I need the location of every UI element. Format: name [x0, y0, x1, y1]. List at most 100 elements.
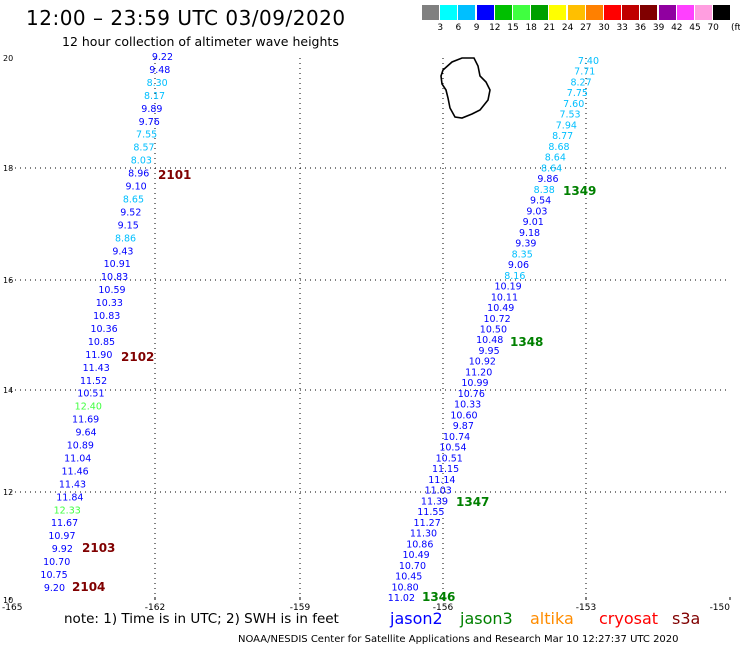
swh-label-left-track: 10.83 [101, 272, 128, 283]
swh-label-right-track: 10.48 [476, 335, 503, 346]
satellite-legend-item-s3a: s3a [672, 609, 701, 628]
swh-label-right-track: 9.86 [537, 174, 558, 185]
swh-label-right-track: 10.33 [454, 400, 481, 411]
swh-label-right-track: 11.55 [417, 507, 444, 518]
swh-label-left-track: 12.40 [75, 402, 102, 413]
swh-label-right-track: 9.03 [526, 206, 547, 217]
pass-time-label: 1347 [456, 495, 489, 509]
x-tick-label: -153 [576, 603, 596, 613]
satellite-legend-item-altika: altika [530, 609, 574, 628]
swh-label-right-track: 9.06 [508, 260, 529, 271]
page-title: 12:00 – 23:59 UTC 03/09/2020 [26, 6, 346, 30]
color-scale-swatch [585, 5, 603, 20]
swh-label-right-track: 10.86 [406, 539, 433, 550]
swh-label-left-track: 8.30 [147, 78, 168, 89]
swh-label-left-track: 7.55 [136, 130, 157, 141]
pass-time-label: 2103 [82, 541, 115, 555]
satellite-legend-item-jason2: jason2 [390, 609, 443, 628]
swh-label-left-track: 9.89 [141, 104, 162, 115]
swh-label-left-track: 8.03 [131, 156, 152, 167]
x-tick-label: -165 [2, 603, 22, 613]
color-scale-label: 27 [580, 23, 592, 33]
swh-label-left-track: 11.84 [56, 492, 83, 503]
swh-label-right-track: 10.11 [491, 292, 518, 303]
swh-label-right-track: 10.74 [443, 432, 470, 443]
color-scale-label: 45 [689, 23, 701, 33]
swh-label-right-track: 10.49 [403, 550, 430, 561]
x-tick-label: -159 [290, 603, 311, 613]
swh-label-right-track: 10.60 [450, 410, 477, 421]
swh-label-left-track: 11.52 [80, 376, 107, 387]
swh-label-left-track: 10.75 [40, 570, 67, 581]
color-scale-label: 70 [707, 23, 719, 33]
swh-label-left-track: 9.43 [112, 246, 133, 257]
color-scale-label: 24 [561, 23, 574, 33]
swh-label-right-track: 9.95 [478, 346, 499, 357]
x-tick-label: -150 [710, 603, 731, 613]
color-scale-swatch [604, 5, 621, 20]
swh-label-left-track: 10.36 [90, 324, 117, 335]
color-scale-label: 42 [671, 23, 683, 33]
swh-label-left-track: 10.91 [104, 259, 131, 270]
color-scale-label: 9 [473, 23, 480, 33]
swh-label-left-track: 8.86 [115, 233, 136, 244]
color-scale-label: 36 [634, 23, 647, 33]
swh-label-right-track: 11.03 [425, 486, 452, 497]
swh-label-left-track: 9.10 [126, 182, 147, 193]
swh-label-right-track: 10.19 [495, 282, 522, 293]
swh-label-right-track: 10.99 [461, 378, 488, 389]
color-scale-swatch [422, 5, 439, 20]
swh-label-right-track: 10.50 [480, 325, 507, 336]
swh-label-left-track: 8.65 [123, 194, 144, 205]
y-tick-label: 18 [3, 164, 13, 173]
swh-label-right-track: 11.02 [388, 593, 415, 604]
swh-label-left-track: 11.67 [51, 518, 78, 529]
swh-label-right-track: 11.20 [465, 367, 492, 378]
footnote: note: 1) Time is in UTC; 2) SWH is in fe… [64, 611, 339, 627]
island-of-hawaii-outline [440, 57, 491, 119]
swh-label-left-track: 9.76 [139, 117, 160, 128]
credit-footer: NOAA/NESDIS Center for Satellite Applica… [238, 634, 679, 645]
swh-label-right-track: 10.51 [436, 453, 463, 464]
swh-label-left-track: 10.83 [93, 311, 120, 322]
swh-label-left-track: 11.69 [72, 415, 99, 426]
swh-label-left-track: 11.43 [59, 479, 86, 490]
swh-label-right-track: 11.15 [432, 464, 459, 475]
swh-label-left-track: 11.43 [83, 363, 110, 374]
color-scale-label: 39 [652, 23, 665, 33]
swh-label-right-track: 7.75 [567, 88, 588, 99]
swh-label-left-track: 10.33 [96, 298, 123, 309]
swh-label-left-track: 10.97 [48, 531, 75, 542]
swh-label-left-track: 12.33 [54, 505, 81, 516]
swh-label-right-track: 9.87 [453, 421, 474, 432]
y-tick-label: 14 [3, 386, 13, 395]
swh-label-right-track: 7.60 [563, 99, 584, 110]
swh-label-right-track: 8.27 [570, 77, 591, 88]
color-scale-swatch [458, 5, 476, 20]
page-subtitle: 12 hour collection of altimeter wave hei… [62, 34, 339, 49]
swh-label-left-track: 11.90 [85, 350, 112, 361]
swh-label-left-track: 10.51 [77, 389, 104, 400]
swh-label-right-track: 7.53 [559, 110, 580, 121]
y-tick-label: 16 [3, 276, 13, 285]
swh-label-left-track: 10.89 [67, 441, 94, 452]
swh-label-right-track: 10.70 [399, 561, 426, 572]
color-scale-swatch [695, 5, 712, 20]
color-scale-swatch [549, 5, 567, 20]
color-scale-label: 15 [507, 23, 519, 33]
swh-label-right-track: 10.80 [391, 582, 418, 593]
swh-label-left-track: 9.15 [118, 220, 139, 231]
color-scale-swatch [713, 5, 731, 20]
swh-label-left-track: 10.70 [43, 557, 70, 568]
swh-label-right-track: 10.49 [487, 303, 514, 314]
swh-label-right-track: 10.54 [439, 443, 466, 454]
swh-label-right-track: 8.77 [552, 131, 573, 142]
swh-label-right-track: 9.39 [515, 239, 536, 250]
swh-label-right-track: 11.27 [414, 518, 441, 529]
pass-time-label: 1348 [510, 335, 543, 349]
swh-label-right-track: 9.18 [519, 228, 540, 239]
swh-label-left-track: 9.22 [152, 52, 173, 63]
swh-label-left-track: 9.92 [52, 544, 73, 555]
swh-label-right-track: 8.64 [545, 153, 566, 164]
